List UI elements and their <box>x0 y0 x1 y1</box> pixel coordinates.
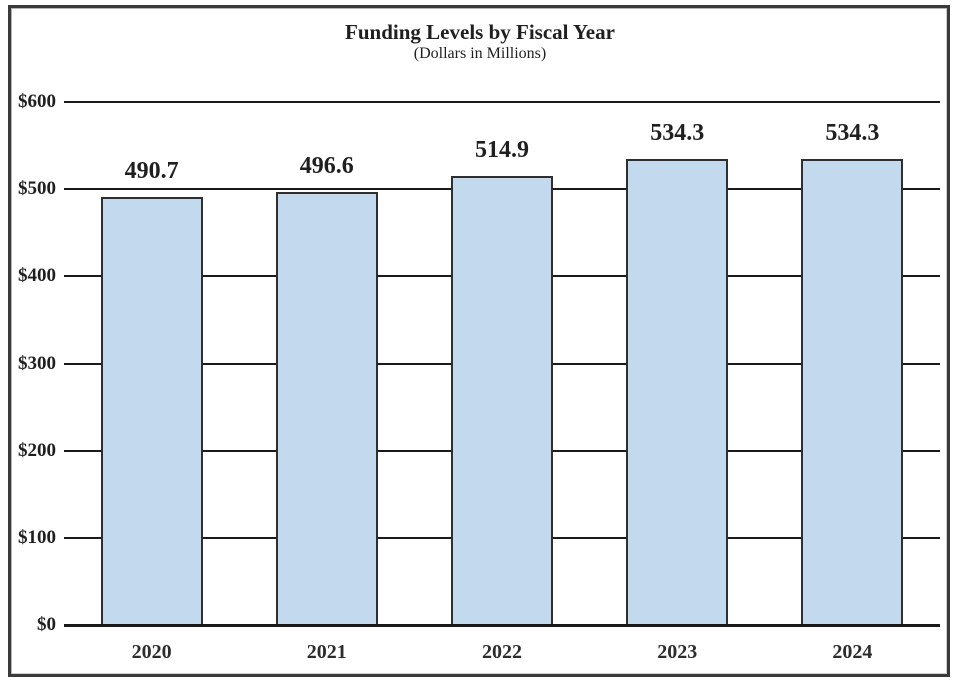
bar <box>100 197 203 627</box>
bar-value-label: 514.9 <box>475 137 529 164</box>
chart-title: Funding Levels by Fiscal Year <box>345 20 615 44</box>
x-tick-label: 2021 <box>306 641 347 663</box>
x-axis-line <box>64 624 940 627</box>
bar-value-label: 534.3 <box>825 120 880 147</box>
y-tick-label: $300 <box>18 352 56 374</box>
x-tick-label: 2024 <box>832 641 873 663</box>
chart-subtitle: (Dollars in Millions) <box>413 45 547 62</box>
bar-value-label: 490.7 <box>124 158 179 185</box>
gridline <box>64 101 940 103</box>
y-tick-label: $600 <box>18 91 56 112</box>
y-tick-label: $100 <box>18 526 56 548</box>
bar-value-label: 534.3 <box>650 120 705 147</box>
x-tick-label: 2023 <box>657 641 698 663</box>
x-tick-label: 2022 <box>482 641 522 663</box>
bar <box>626 159 729 627</box>
y-tick-label: $500 <box>18 178 56 200</box>
x-tick-label: 2020 <box>131 641 172 663</box>
bar <box>801 159 904 627</box>
bar <box>275 192 378 627</box>
bar <box>451 176 553 627</box>
y-tick-label: $400 <box>18 265 56 287</box>
bar-value-label: 496.6 <box>299 153 354 180</box>
y-tick-label: $200 <box>18 439 56 461</box>
y-tick-label: $0 <box>37 614 56 635</box>
